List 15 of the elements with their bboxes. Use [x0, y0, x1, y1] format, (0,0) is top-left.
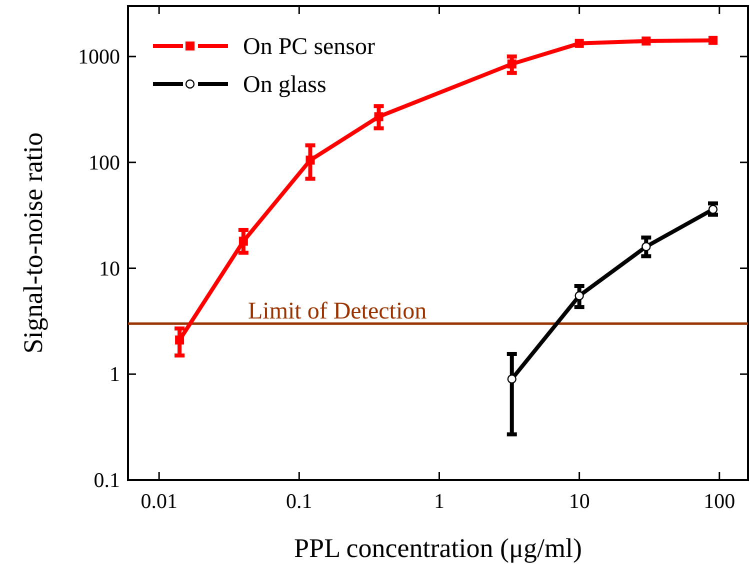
x-tick-label: 100	[704, 489, 736, 513]
y-tick-label: 0.1	[94, 468, 120, 492]
x-tick-label: 10	[568, 489, 590, 513]
ref-line-label: Limit of Detection	[248, 298, 427, 325]
x-axis-title: PPL concentration (μg/ml)	[294, 533, 582, 563]
y-tick-label: 1	[110, 362, 120, 386]
y-tick-label: 1000	[78, 44, 120, 69]
legend-label: On PC sensor	[243, 34, 376, 60]
y-axis-title: Signal-to-noise ratio	[18, 132, 48, 354]
y-tick-label: 100	[88, 150, 120, 174]
y-tick-label: 10	[99, 256, 120, 280]
legend-label: On glass	[243, 72, 326, 98]
x-tick-label: 0.01	[140, 489, 178, 513]
x-tick-label: 0.1	[286, 489, 312, 513]
x-tick-label: 1	[434, 489, 444, 513]
